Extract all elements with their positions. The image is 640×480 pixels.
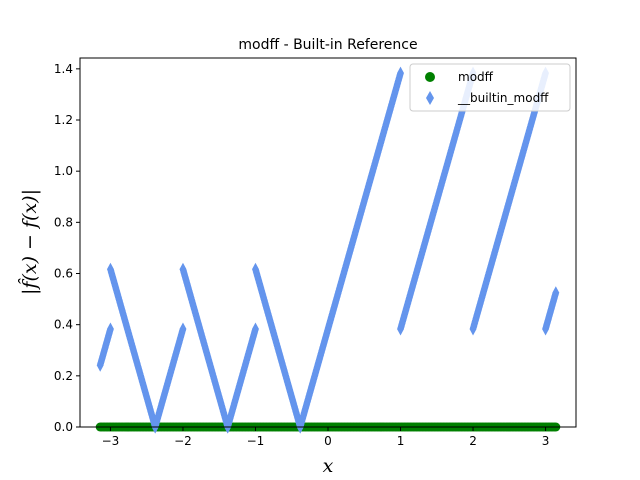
y-tick-label: 0.6	[54, 267, 73, 281]
series-builtin-modff	[96, 66, 560, 434]
y-tick-label: 0.2	[54, 369, 73, 383]
chart-title: modff - Built-in Reference	[238, 37, 417, 53]
legend-box	[409, 63, 571, 112]
x-tick-label: 0	[324, 434, 332, 448]
y-tick-label: 1.4	[54, 62, 73, 76]
x-axis: −3 −2 −1 0 1 2 3	[102, 427, 550, 448]
y-tick-label: 1.2	[54, 113, 73, 127]
x-axis-label: x	[323, 455, 334, 477]
x-tick-label: −2	[174, 434, 192, 448]
y-axis: 0.0 0.2 0.4 0.6 0.8 1.0 1.2 1.4	[54, 62, 80, 434]
y-tick-label: 1.0	[54, 164, 73, 178]
data-marks	[95, 66, 561, 434]
y-axis-label: |f̂(x) − f(x)|	[18, 189, 41, 295]
legend-marker-builtin	[426, 91, 434, 105]
data-point	[397, 66, 405, 80]
x-tick-label: 2	[469, 434, 477, 448]
x-tick-label: −1	[247, 434, 265, 448]
legend-marker-modff	[425, 72, 435, 82]
y-tick-label: 0.4	[54, 318, 73, 332]
data-point	[552, 286, 560, 300]
y-tick-label: 0.8	[54, 215, 73, 229]
data-point	[251, 322, 259, 336]
x-tick-label: −3	[102, 434, 120, 448]
legend: modff __builtin_modff	[409, 63, 571, 112]
x-tick-label: 3	[542, 434, 550, 448]
x-tick-label: 1	[397, 434, 405, 448]
axes-frame	[79, 57, 577, 428]
legend-label-modff: modff	[458, 70, 494, 84]
data-point	[106, 322, 114, 336]
y-tick-label: 0.0	[54, 420, 73, 434]
legend-label-builtin: __builtin_modff	[457, 91, 549, 105]
data-point	[179, 322, 187, 336]
